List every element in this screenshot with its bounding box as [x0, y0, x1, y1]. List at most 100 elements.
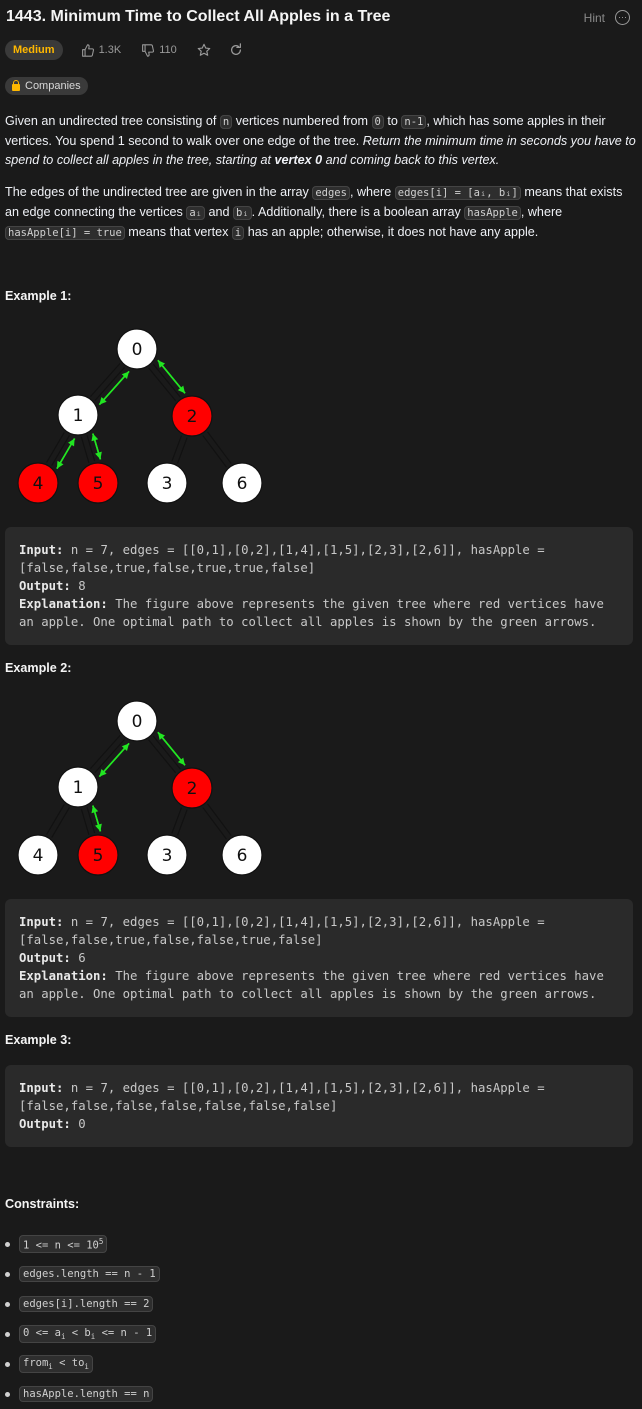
tree-edge	[46, 804, 65, 835]
path-arrow	[91, 805, 102, 832]
tree-node-6: 6	[221, 834, 263, 876]
tree-edge	[148, 367, 177, 402]
list-item: 0 <= ai < bi <= n - 1	[5, 1319, 160, 1349]
star-icon	[197, 43, 211, 56]
list-item: edges.length == n - 1	[5, 1259, 160, 1289]
path-arrow	[56, 438, 76, 470]
tree-node-label: 0	[132, 712, 143, 732]
tree-node-2: 2	[171, 767, 213, 809]
tree-edge	[89, 735, 121, 769]
inline-code: n	[219, 115, 233, 129]
path-arrow	[98, 742, 130, 778]
tree-edge	[207, 431, 232, 464]
tree-edge	[94, 367, 126, 401]
path-arrow	[157, 359, 186, 394]
like-button[interactable]: 1.3K	[81, 43, 122, 57]
tree-node-label: 4	[33, 474, 44, 494]
tree-edge	[46, 432, 65, 463]
tree-edge	[171, 435, 183, 462]
difficulty-badge: Medium	[5, 40, 63, 60]
example-2-code-block: Input: n = 7, edges = [[0,1],[0,2],[1,4]…	[5, 899, 633, 1017]
thumbs-down-icon	[142, 43, 155, 57]
thumbs-up-icon	[81, 43, 94, 57]
tree-node-label: 1	[73, 406, 84, 426]
problem-tags: Medium 1.3K 110	[5, 40, 261, 60]
list-item: hasApple.length == n	[5, 1379, 160, 1409]
list-item: fromi < toi	[5, 1349, 160, 1379]
companies-label: Companies	[25, 80, 81, 92]
tree-node-3: 3	[146, 462, 188, 504]
tree-node-1: 1	[57, 766, 99, 808]
example-3-title: Example 3:	[5, 1033, 72, 1047]
tree-node-label: 2	[187, 779, 198, 799]
path-arrow	[157, 731, 186, 766]
tree-edge	[152, 735, 181, 770]
list-item: edges[i].length == 2	[5, 1289, 160, 1319]
inline-code: hasApple[i] = true	[5, 226, 125, 240]
tree-node-label: 5	[93, 846, 104, 866]
example-1-tree-diagram: 0 1 2 4 5 3 6	[17, 328, 263, 504]
tree-node-0: 0	[116, 328, 158, 370]
more-options-icon[interactable]: ⋯	[615, 10, 630, 25]
tree-edge	[86, 807, 96, 834]
tree-edge	[80, 808, 90, 835]
list-item: 1 <= n <= 105	[5, 1229, 160, 1259]
tree-node-5: 5	[77, 834, 119, 876]
companies-tag[interactable]: Companies	[5, 77, 88, 95]
tree-node-4: 4	[17, 462, 59, 504]
constraints-title: Constraints:	[5, 1197, 80, 1211]
lock-icon	[12, 80, 20, 91]
tree-node-label: 5	[93, 474, 104, 494]
tree-edge	[207, 803, 232, 836]
tree-node-label: 6	[237, 474, 248, 494]
inline-code: edges[i] = [aᵢ, bᵢ]	[394, 186, 521, 200]
tree-node-0: 0	[116, 700, 158, 742]
description-paragraph-1: Given an undirected tree consisting of n…	[5, 114, 636, 167]
inline-code: hasApple	[464, 206, 521, 220]
dislike-count: 110	[159, 44, 177, 56]
tree-node-1: 1	[57, 394, 99, 436]
example-3-code-block: Input: n = 7, edges = [[0,1],[0,2],[1,4]…	[5, 1065, 633, 1147]
inline-code: n-1	[401, 115, 427, 129]
tree-edge	[94, 739, 126, 773]
tree-edge	[86, 435, 96, 462]
example-2-tree-diagram: 0 1 2 4 5 3 6	[17, 700, 263, 876]
like-count: 1.3K	[98, 44, 122, 56]
header-actions: Hint ⋯	[584, 10, 630, 25]
example-1-title: Example 1:	[5, 289, 72, 303]
path-arrow	[98, 370, 130, 406]
favorite-button[interactable]	[197, 43, 211, 57]
constraints-list: 1 <= n <= 105 edges.length == n - 1 edge…	[5, 1229, 160, 1409]
hint-button[interactable]: Hint	[583, 10, 605, 25]
tree-edge	[202, 435, 227, 468]
inline-code: 0	[371, 115, 384, 129]
share-icon	[230, 43, 241, 55]
tree-node-label: 1	[73, 778, 84, 798]
tree-edge	[51, 807, 70, 838]
tree-edge	[176, 809, 188, 836]
tree-edge	[80, 436, 90, 463]
tree-edge	[148, 739, 177, 774]
tree-node-5: 5	[77, 462, 119, 504]
tree-node-4: 4	[17, 834, 59, 876]
dislike-button[interactable]: 110	[141, 43, 177, 57]
tree-edge	[171, 807, 183, 834]
tree-node-label: 3	[162, 474, 173, 494]
tree-node-6: 6	[221, 462, 263, 504]
inline-code: i	[231, 226, 245, 240]
tree-node-label: 6	[237, 846, 248, 866]
example-2-title: Example 2:	[5, 661, 72, 675]
description-paragraph-2: The edges of the undirected tree are giv…	[5, 185, 623, 240]
tree-edge	[176, 437, 188, 464]
tree-edge	[51, 435, 70, 466]
inline-code: bᵢ	[233, 206, 252, 220]
inline-code: edges	[312, 186, 350, 200]
tree-node-2: 2	[171, 395, 213, 437]
tree-node-label: 4	[33, 846, 44, 866]
tree-edge	[89, 363, 121, 397]
tree-node-label: 2	[187, 407, 198, 427]
share-button[interactable]	[229, 43, 243, 57]
tree-node-label: 0	[132, 340, 143, 360]
example-1-code-block: Input: n = 7, edges = [[0,1],[0,2],[1,4]…	[5, 527, 633, 645]
tree-node-3: 3	[146, 834, 188, 876]
